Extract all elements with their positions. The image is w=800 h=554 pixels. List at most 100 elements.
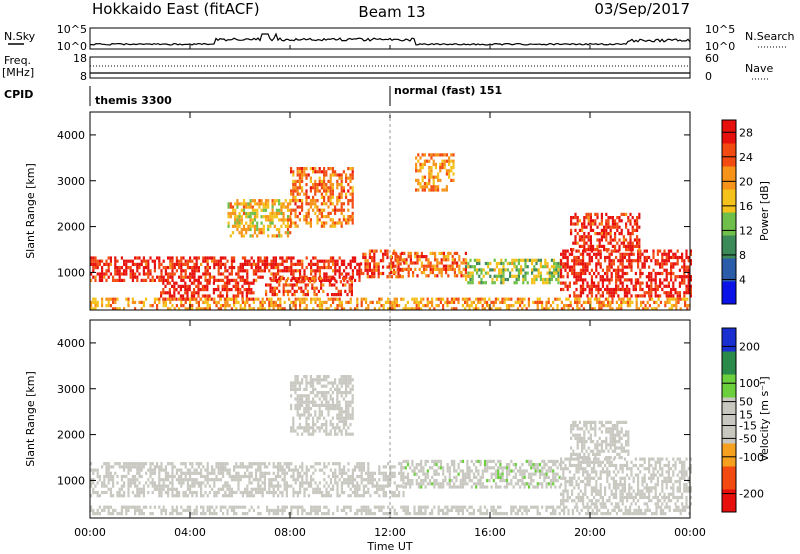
echo-cell-0: [279, 256, 282, 260]
echo-cell-0: [367, 474, 370, 479]
echo-cell-0: [211, 487, 214, 491]
echo-cell-2: [608, 499, 611, 503]
echo-cell-0: [180, 269, 183, 273]
echo-cell-0: [208, 278, 211, 282]
echo-cell-9: [262, 227, 265, 232]
echo-cell-0: [354, 259, 357, 263]
echo-cell-8: [345, 195, 348, 199]
echo-cell-6: [606, 291, 609, 295]
echo-cell-0: [283, 484, 286, 488]
echo-cell-6: [593, 284, 596, 288]
echo-cell-0: [98, 278, 101, 282]
echo-cell-0: [127, 481, 130, 485]
echo-cell-6: [665, 259, 668, 263]
echo-cell-0: [239, 266, 242, 270]
echo-cell-6: [641, 294, 644, 298]
echo-cell-0: [321, 490, 324, 495]
echo-cell-1: [527, 475, 531, 479]
echo-cell-11: [118, 307, 121, 311]
echo-cell-5: [502, 277, 505, 282]
echo-cell-8: [294, 199, 297, 203]
echo-cell-3: [377, 275, 380, 279]
echo-cell-1: [543, 463, 546, 467]
echo-cell-8: [329, 167, 332, 171]
echo-cell-8: [351, 186, 354, 190]
echo-cell-8: [318, 208, 321, 212]
power-ylabel: Slant Range [km]: [24, 163, 37, 259]
echo-cell-1: [549, 479, 553, 483]
echo-cell-0: [149, 278, 152, 282]
echo-cell-3: [362, 252, 365, 256]
echo-cell-0: [215, 462, 218, 466]
echo-cell-0: [226, 471, 229, 475]
echo-cell-10: [450, 159, 453, 163]
echo-cell-0: [109, 471, 112, 475]
echo-cell-0: [200, 474, 203, 479]
echo-cell-2: [582, 467, 585, 471]
echo-cell-0: [334, 474, 337, 479]
echo-cell-0: [191, 481, 194, 485]
echo-cell-1: [514, 466, 517, 470]
echo-cell-11: [356, 307, 359, 311]
echo-cell-11: [191, 304, 194, 308]
echo-cell-5: [524, 261, 527, 266]
echo-cell-6: [634, 259, 637, 263]
echo-cell-1: [402, 459, 405, 463]
echo-cell-0: [367, 478, 370, 482]
echo-cell-9: [242, 224, 246, 228]
echo-cell-0: [310, 484, 313, 488]
echo-cell-2: [617, 486, 620, 490]
echo-cell-1: [186, 284, 189, 288]
echo-cell-0: [281, 259, 284, 263]
echo-cell-2: [683, 467, 686, 471]
echo-cell-11: [338, 304, 341, 308]
echo-cell-0: [327, 484, 330, 488]
echo-cell-4: [449, 264, 452, 268]
echo-cell-9: [249, 234, 252, 238]
echo-cell-0: [376, 481, 379, 485]
echo-cell-2: [615, 492, 618, 496]
echo-cell-0: [136, 484, 139, 488]
echo-cell-0: [217, 490, 220, 495]
echo-cell-0: [180, 474, 183, 479]
echo-cell-0: [186, 481, 189, 485]
echo-cell-6: [676, 294, 679, 298]
echo-cell-0: [382, 484, 385, 488]
echo-cell-8: [323, 215, 326, 219]
echo-cell-0: [158, 471, 161, 475]
echo-cell-11: [437, 297, 440, 301]
echo-cell-1: [554, 475, 557, 479]
echo-cell-2: [593, 476, 596, 480]
echo-cell-0: [206, 478, 209, 482]
echo-cell-11: [274, 304, 277, 308]
echo-cell-0: [250, 256, 253, 260]
echo-cell-0: [277, 487, 280, 491]
echo-cell-6: [667, 284, 670, 288]
echo-cell-1: [424, 485, 427, 489]
echo-cell-11: [457, 300, 460, 304]
echo-cell-6: [588, 255, 591, 260]
echo-cell-1: [186, 294, 189, 298]
echo-cell-0: [184, 474, 187, 479]
echo-cell-8: [290, 189, 293, 193]
echo-cell-0: [178, 266, 181, 270]
echo-cell-0: [316, 484, 319, 488]
echo-cell-2: [601, 495, 604, 500]
echo-cell-0: [345, 478, 348, 482]
echo-cell-6: [562, 287, 565, 292]
echo-cell-4: [427, 274, 430, 278]
echo-cell-0: [167, 462, 170, 466]
echo-cell-5: [537, 258, 540, 262]
echo-cell-1: [477, 479, 480, 483]
echo-cell-0: [171, 266, 174, 270]
echo-cell-1: [499, 463, 502, 467]
echo-cell-0: [387, 481, 390, 485]
echo-cell-6: [648, 284, 651, 288]
echo-cell-8: [298, 205, 301, 209]
echo-cell-0: [301, 465, 304, 469]
echo-cell-0: [175, 269, 178, 273]
echo-cell-2: [685, 495, 688, 500]
echo-cell-2: [676, 486, 679, 490]
echo-cell-2: [639, 470, 642, 474]
echo-cell-8: [318, 211, 321, 215]
